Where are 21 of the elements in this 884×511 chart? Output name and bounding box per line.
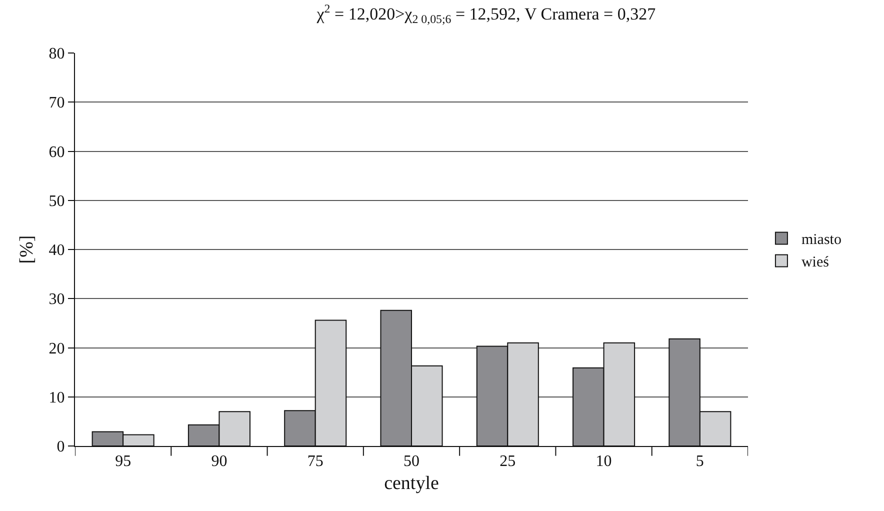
y-tick-label: 40 bbox=[48, 242, 65, 260]
y-tick-label: 20 bbox=[48, 340, 65, 358]
legend-label: wieś bbox=[801, 254, 830, 271]
x-tick-label: 25 bbox=[500, 453, 516, 470]
x-axis-title: centyle bbox=[384, 473, 439, 494]
x-tick-label: 75 bbox=[307, 453, 324, 470]
x-tick-label: 95 bbox=[115, 453, 132, 470]
chart-title: χ$^{2}$ = 12,020>χ$_{2 0,05;6}$ = 12,592, V Cramera = 0,327 bbox=[316, 1, 656, 26]
x-tick-label: 5 bbox=[696, 453, 704, 470]
y-tick-label: 30 bbox=[48, 291, 65, 308]
legend-label: miasto bbox=[801, 232, 842, 248]
y-tick-label: 80 bbox=[48, 46, 65, 63]
y-axis-title: [%] bbox=[16, 235, 38, 264]
y-tick-label: 0 bbox=[56, 438, 65, 456]
y-tick-label: 50 bbox=[48, 192, 65, 210]
x-tick-label: 50 bbox=[404, 453, 420, 470]
y-tick-label: 60 bbox=[48, 144, 65, 161]
x-tick-label: 90 bbox=[211, 453, 228, 470]
y-tick-label: 10 bbox=[48, 389, 65, 406]
x-tick-label: 10 bbox=[596, 453, 612, 470]
y-tick-label: 70 bbox=[48, 94, 65, 112]
